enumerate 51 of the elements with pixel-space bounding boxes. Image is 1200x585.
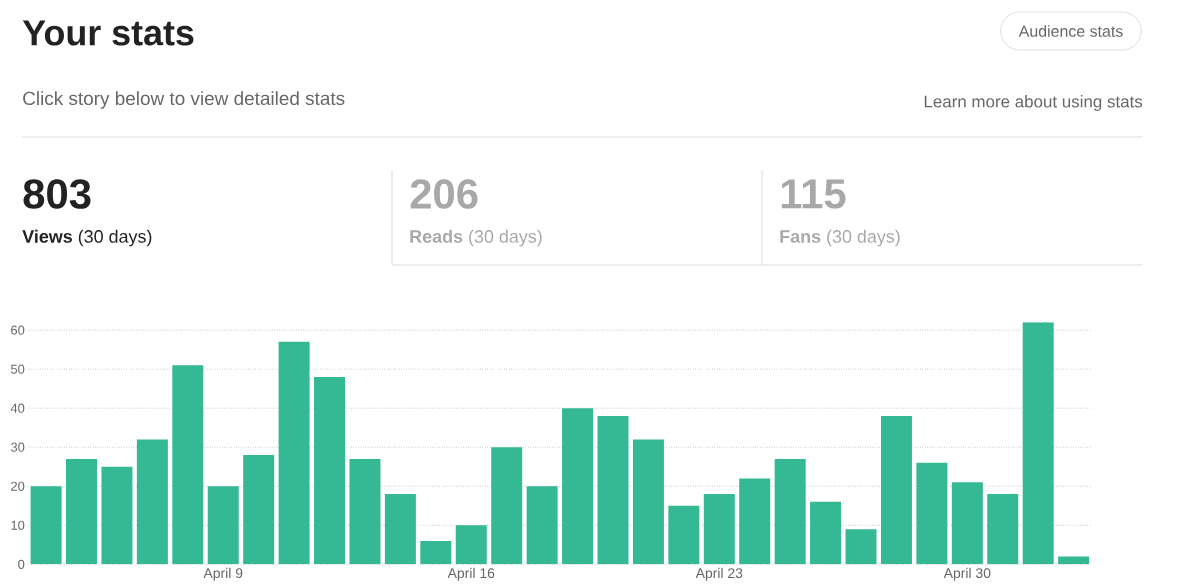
bar — [739, 478, 771, 565]
bar — [207, 486, 239, 565]
bar — [951, 482, 983, 565]
bar — [774, 458, 806, 565]
text: Learn more about using stats — [924, 95, 1143, 111]
bar — [420, 540, 452, 565]
bar — [916, 462, 948, 565]
bar — [987, 494, 1019, 565]
bar — [1058, 556, 1090, 565]
bar — [1022, 322, 1054, 565]
text: 206 — [410, 179, 478, 209]
text: Fans (30 days) — [780, 229, 900, 247]
y-tick-label: 30 — [10, 442, 25, 452]
y-tick-label: 40 — [10, 403, 25, 413]
bar — [384, 494, 416, 565]
y-tick-label: 50 — [10, 364, 25, 374]
bar — [880, 415, 912, 565]
bar — [101, 466, 133, 565]
bar — [562, 408, 594, 565]
y-tick-label: 0 — [18, 559, 25, 569]
bar — [278, 341, 310, 565]
bar — [597, 415, 629, 565]
x-tick-label: April 23 — [695, 567, 743, 581]
bar — [491, 447, 523, 565]
x-tick-label: April 30 — [943, 567, 991, 581]
bar — [632, 439, 664, 565]
bar — [349, 458, 381, 565]
bar — [810, 501, 842, 565]
text: Views (30 days) — [22, 229, 152, 247]
x-tick-label: April 16 — [447, 567, 495, 581]
y-tick-label: 20 — [11, 481, 25, 491]
bar — [455, 525, 487, 565]
bar — [243, 455, 275, 565]
bar — [526, 486, 558, 565]
y-tick-label: 10 — [11, 520, 25, 530]
text: Reads (30 days) — [410, 229, 542, 247]
text: Audience stats — [1018, 25, 1123, 37]
chart-title: Your stats — [22, 20, 194, 46]
bar — [845, 529, 877, 565]
bar — [703, 494, 735, 565]
bar — [66, 458, 98, 565]
text: 115 — [781, 179, 846, 209]
text: 803 — [23, 179, 91, 209]
bar — [172, 365, 204, 565]
bar — [30, 486, 62, 565]
bar — [668, 505, 700, 565]
x-tick-label: April 9 — [203, 567, 243, 581]
chart-subtitle: Click story below to view detailed stats — [23, 91, 345, 109]
bar — [136, 439, 168, 565]
y-tick-label: 60 — [11, 325, 25, 335]
bar — [314, 376, 346, 565]
